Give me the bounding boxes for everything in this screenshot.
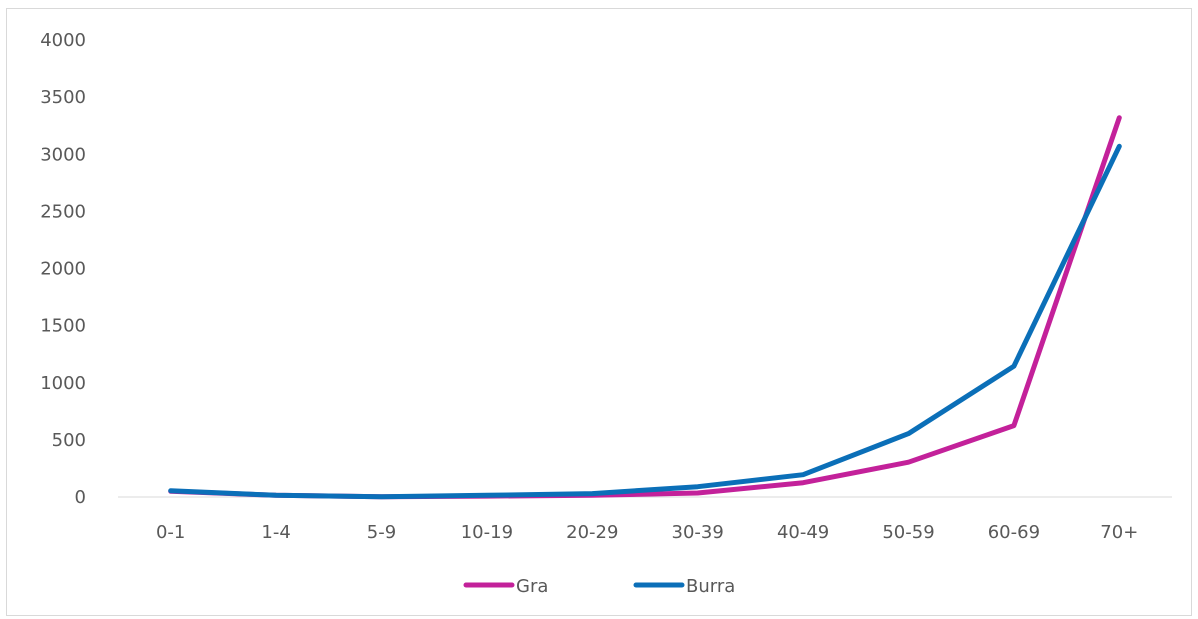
x-tick-label: 1-4 bbox=[261, 522, 290, 543]
y-tick-label: 1000 bbox=[40, 373, 86, 394]
y-tick-label: 3000 bbox=[40, 144, 86, 165]
legend-label-gra: Gra bbox=[516, 576, 548, 597]
y-tick-label: 2000 bbox=[40, 259, 86, 280]
x-tick-label: 0-1 bbox=[156, 522, 185, 543]
x-tick-label: 10-19 bbox=[461, 522, 513, 543]
x-tick-label: 60-69 bbox=[988, 522, 1040, 543]
x-tick-label: 50-59 bbox=[882, 522, 934, 543]
y-tick-label: 0 bbox=[75, 487, 86, 508]
y-tick-label: 3500 bbox=[40, 87, 86, 108]
y-tick-label: 1500 bbox=[40, 316, 86, 337]
x-tick-label: 70+ bbox=[1100, 522, 1138, 543]
y-tick-label: 2500 bbox=[40, 201, 86, 222]
series-line-burra bbox=[168, 143, 1122, 500]
x-tick-label: 30-39 bbox=[672, 522, 724, 543]
x-tick-label: 40-49 bbox=[777, 522, 829, 543]
x-tick-label: 20-29 bbox=[566, 522, 618, 543]
x-tick-label: 5-9 bbox=[367, 522, 396, 543]
y-tick-label: 4000 bbox=[40, 30, 86, 51]
series-layer bbox=[168, 115, 1122, 500]
chart-frame bbox=[6, 8, 1192, 616]
axis-layer: 0 500 1000 1500 2000 2500 3000 3500 4000 0-1 1-4 5-… bbox=[40, 30, 1172, 543]
series-line-gra bbox=[168, 115, 1122, 500]
y-tick-label: 500 bbox=[52, 430, 86, 451]
legend-label-burra: Burra bbox=[686, 576, 735, 597]
legend: Gra Burra bbox=[463, 576, 735, 597]
